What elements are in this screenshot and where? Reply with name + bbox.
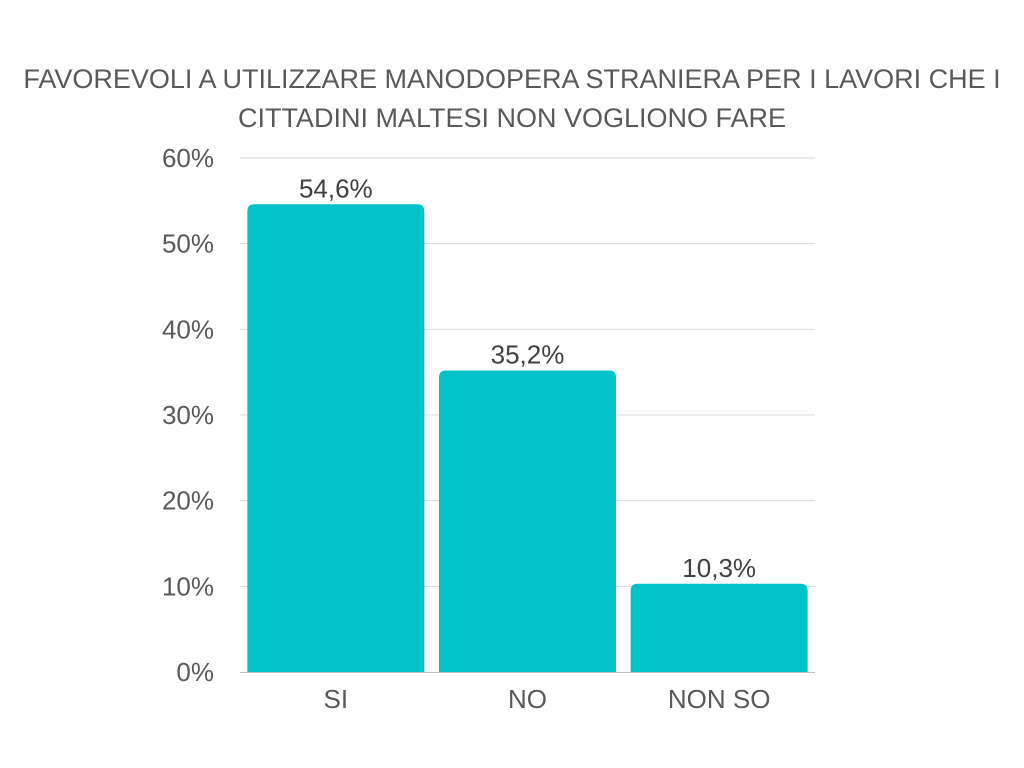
y-tick-label: 0%	[176, 657, 214, 687]
data-label: 35,2%	[491, 339, 565, 369]
bar-no	[439, 370, 616, 672]
y-tick-label: 40%	[162, 314, 214, 344]
x-category-label: NO	[508, 684, 547, 714]
x-category-label: NON SO	[668, 684, 771, 714]
bar-si	[247, 204, 425, 672]
chart-title-line-2: CITTADINI MALTESI NON VOGLIONO FARE	[238, 103, 786, 133]
x-axis-categories: SI NO NON SO	[324, 684, 771, 714]
bar-non-so	[630, 583, 808, 672]
data-labels: 54,6% 35,2% 10,3%	[299, 173, 756, 583]
y-tick-label: 50%	[162, 229, 214, 259]
chart-title-line-1: FAVOREVOLI A UTILIZZARE MANODOPERA STRAN…	[23, 64, 1000, 94]
y-tick-label: 10%	[162, 571, 214, 601]
y-tick-label: 30%	[162, 400, 214, 430]
y-tick-label: 60%	[162, 143, 214, 173]
y-tick-label: 20%	[162, 486, 214, 516]
bars	[247, 204, 808, 672]
y-axis-ticks: 0% 10% 20% 30% 40% 50% 60%	[162, 143, 214, 687]
x-category-label: SI	[324, 684, 349, 714]
data-label: 54,6%	[299, 173, 373, 203]
data-label: 10,3%	[682, 553, 756, 583]
